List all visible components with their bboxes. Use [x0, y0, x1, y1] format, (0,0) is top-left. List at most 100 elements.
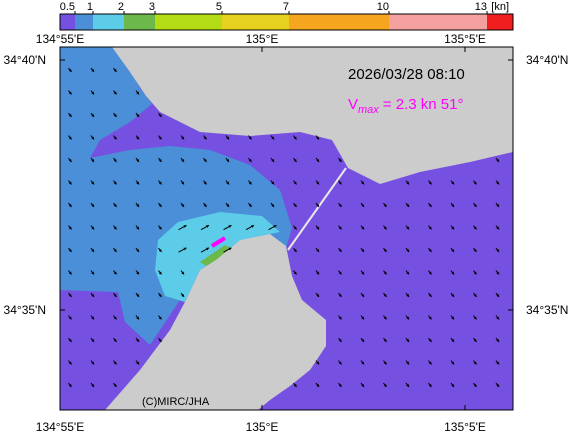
current-arrow	[338, 382, 342, 388]
arrow-head	[158, 293, 162, 297]
arrow-head	[158, 338, 162, 342]
current-arrow	[68, 337, 72, 343]
current-arrow	[90, 157, 95, 163]
current-arrow	[405, 247, 410, 253]
arrow-head	[271, 203, 275, 207]
arrow-head	[316, 293, 320, 297]
arrow-head	[181, 181, 185, 185]
current-arrow	[428, 180, 432, 185]
current-arrow	[495, 382, 500, 388]
arrow-head	[181, 271, 185, 275]
current-arrow	[225, 180, 230, 185]
current-arrow	[315, 180, 320, 185]
current-arrow	[113, 180, 117, 185]
current-arrow	[450, 337, 455, 343]
current-arrow	[180, 202, 185, 208]
arrow-head	[203, 158, 207, 162]
current-arrow	[223, 224, 232, 231]
current-arrow	[473, 270, 477, 275]
arrow-head	[383, 383, 387, 387]
arrow-head	[406, 248, 410, 252]
arrow-head	[158, 203, 162, 207]
arrow-head	[473, 203, 477, 207]
current-arrow	[405, 292, 410, 298]
current-arrow	[293, 135, 297, 140]
arrow-head	[68, 383, 72, 387]
arrow-head	[451, 248, 455, 252]
current-arrow	[203, 180, 207, 185]
arrow-head	[136, 203, 140, 207]
current-arrow	[315, 157, 320, 163]
current-arrow	[135, 270, 140, 275]
bottom-axis-label: 135°5'E	[444, 420, 486, 434]
current-arrow	[158, 180, 162, 185]
current-arrow	[450, 247, 455, 253]
current-arrow	[223, 247, 232, 253]
arrow-head	[316, 361, 320, 365]
arrow-head	[406, 181, 410, 185]
color-bar-segment	[75, 14, 93, 30]
current-arrow	[135, 247, 140, 253]
current-arrow	[473, 337, 477, 343]
current-arrow	[90, 180, 95, 185]
current-arrow	[473, 180, 477, 185]
arrow-head	[338, 271, 342, 275]
current-arrow	[135, 112, 140, 118]
arrow-head	[158, 113, 162, 117]
current-arrow	[113, 202, 117, 208]
arrow-head	[68, 181, 72, 185]
arrow-head	[183, 225, 187, 228]
arrow-head	[68, 158, 72, 162]
current-arrow	[450, 315, 455, 320]
arrow-head	[136, 316, 140, 320]
arrow-head	[406, 338, 410, 342]
arrow-head	[338, 203, 342, 207]
arrow-head	[248, 203, 252, 207]
arrow-head	[205, 225, 209, 228]
arrow-head	[383, 248, 387, 252]
current-arrow	[203, 202, 207, 208]
current-arrow	[90, 292, 95, 298]
arrow-head	[451, 361, 455, 365]
current-arrow	[450, 382, 455, 388]
current-arrow	[428, 247, 432, 253]
arrow-head	[338, 361, 342, 365]
left-axis-label: 34°35'N	[4, 303, 46, 317]
arrow-head	[203, 136, 207, 140]
current-arrow	[245, 224, 255, 231]
arrow-head	[361, 248, 365, 252]
top-axis-label: 134°55'E	[36, 32, 84, 46]
arrow-head	[136, 91, 140, 95]
bottom-axis-label: 134°55'E	[36, 420, 84, 434]
current-arrow	[338, 270, 342, 275]
arrow-head	[113, 226, 117, 230]
current-arrow	[225, 157, 230, 163]
current-arrow	[428, 292, 432, 298]
current-arrow	[360, 382, 365, 388]
arrow-head	[228, 247, 232, 251]
arrow-head	[91, 361, 95, 365]
color-bar-label: 13	[475, 1, 487, 13]
current-arrow	[428, 225, 432, 230]
current-arrow	[135, 180, 140, 185]
arrow-head	[136, 271, 140, 275]
arrow-head	[473, 181, 477, 185]
arrow-head	[91, 113, 95, 117]
color-bar-segment	[124, 14, 155, 30]
current-arrow	[383, 382, 387, 388]
current-arrow	[495, 292, 500, 298]
axis-ticks: 134°55'E 134°55'E 135°E 135°E 135°5'E 135°5'E…	[4, 32, 569, 434]
arrow-head	[428, 271, 432, 275]
arrow-head	[271, 136, 275, 140]
current-arrow	[158, 315, 162, 320]
arrow-head	[428, 248, 432, 252]
arrow-head	[136, 248, 140, 252]
current-arrow	[68, 157, 72, 163]
current-arrow	[178, 247, 187, 253]
current-arrow	[180, 180, 185, 185]
current-arrow	[293, 225, 297, 230]
arrow-head	[451, 293, 455, 297]
arrow-head	[316, 158, 320, 162]
arrow-head	[383, 226, 387, 230]
current-arrow	[270, 202, 275, 208]
